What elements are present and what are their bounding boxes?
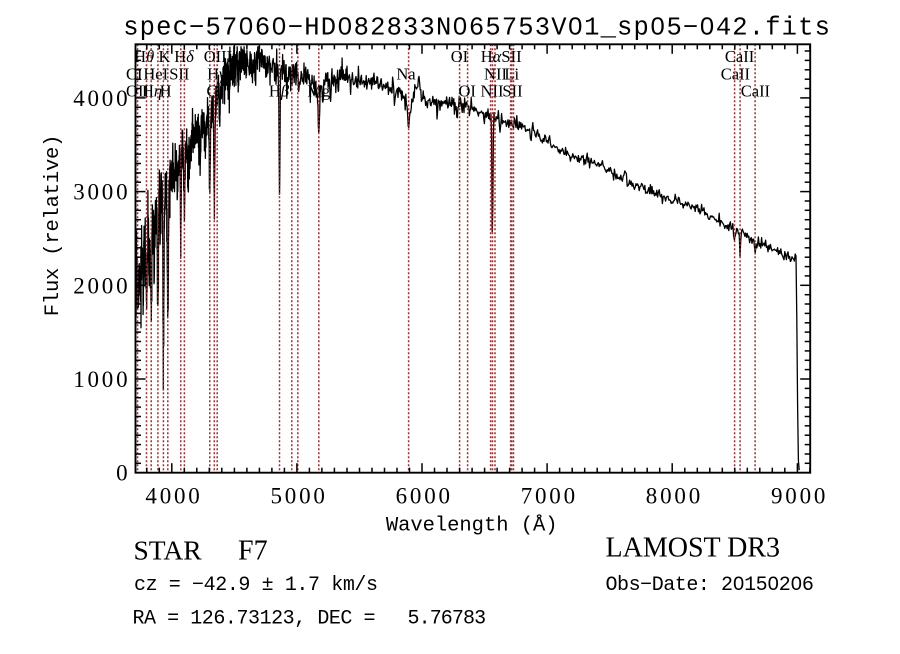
svg-text:RA = 126.73123, DEC =: RA = 126.73123, DEC = [133,607,376,630]
svg-text:CaII: CaII [725,47,754,66]
svg-text:STAR: STAR [134,535,203,566]
svg-text:Hγ: Hγ [207,65,226,84]
svg-text:SII: SII [169,65,189,84]
svg-text:8000: 8000 [646,484,703,509]
svg-text:G: G [207,82,219,101]
svg-text:5000: 5000 [270,484,327,509]
svg-text:7000: 7000 [521,484,578,509]
svg-text:4000: 4000 [145,484,202,509]
svg-text:6000: 6000 [396,484,453,509]
svg-text:H: H [160,82,172,101]
svg-text:3000: 3000 [73,180,130,205]
svg-text:SII: SII [502,82,522,101]
svg-text:OI: OI [451,47,468,66]
svg-text:1000: 1000 [73,367,130,392]
svg-text:NII: NII [484,65,507,84]
svg-text:Na: Na [396,65,416,84]
svg-text:Hθ: Hθ [134,47,154,66]
svg-text:spec−57060−HD082833N065753V01_: spec−57060−HD082833N065753V01_sp05−042.f… [123,14,831,43]
svg-text:4000: 4000 [73,86,130,111]
svg-text:LAMOST DR3: LAMOST DR3 [606,533,781,564]
svg-text:SII: SII [501,47,521,66]
svg-text:HeI: HeI [143,65,168,84]
svg-text:Obs−Date: 20150206: Obs−Date: 20150206 [606,574,814,597]
svg-text:2000: 2000 [73,273,130,298]
svg-text:NII: NII [481,82,504,101]
svg-text:OIII: OIII [204,47,232,66]
svg-text:Wavelength (Å): Wavelength (Å) [386,515,558,538]
svg-text:Hη: Hη [142,82,162,101]
svg-text:9000: 9000 [771,484,828,509]
svg-text:Flux (relative): Flux (relative) [42,135,65,317]
svg-text:CI: CI [126,65,143,84]
svg-text:K: K [158,47,170,66]
svg-text:Hδ: Hδ [174,47,194,66]
svg-text:cz = −42.9 ± 1.7 km/s: cz = −42.9 ± 1.7 km/s [134,574,378,597]
svg-text:F7: F7 [238,536,268,567]
svg-text:OII: OII [126,82,149,101]
svg-text:Li: Li [504,65,519,84]
svg-text:Mg: Mg [307,82,330,101]
svg-text:CaII: CaII [741,82,770,101]
svg-text:CaII: CaII [721,65,750,84]
svg-text:OI: OI [458,82,475,101]
svg-text:Hβ: Hβ [269,82,290,101]
svg-text:Hα: Hα [481,47,502,66]
svg-text:0: 0 [116,461,130,486]
svg-text:5.76783: 5.76783 [408,607,486,630]
